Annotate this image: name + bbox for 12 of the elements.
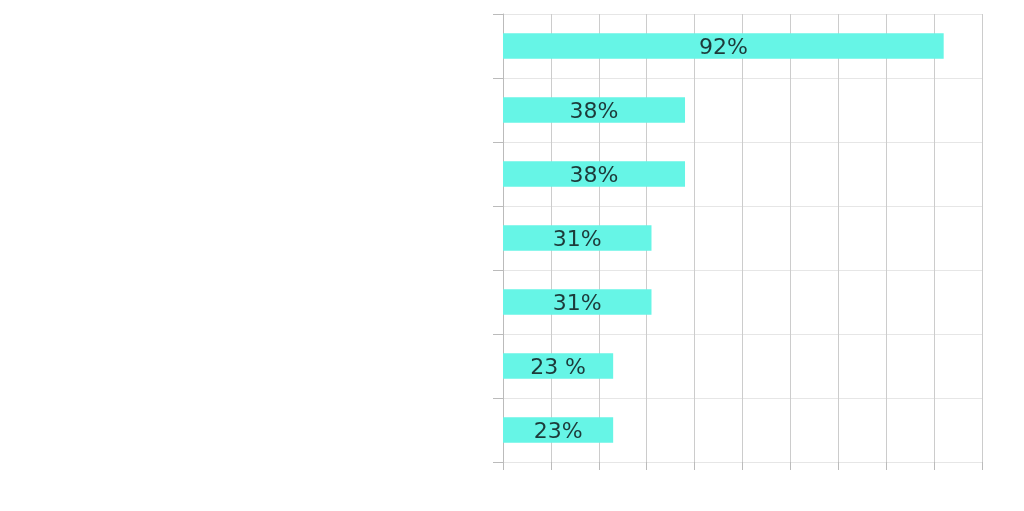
data-label: 31%	[552, 289, 602, 315]
data-label: 23 %	[530, 353, 587, 379]
bar	[503, 33, 944, 59]
bar	[503, 225, 652, 251]
bar	[503, 97, 686, 123]
data-label: 23%	[533, 417, 583, 443]
data-label: 38%	[569, 161, 619, 187]
data-label: 38%	[569, 97, 619, 123]
bar	[503, 161, 686, 187]
bar	[503, 289, 652, 315]
data-label: 92%	[698, 33, 748, 59]
data-label: 31%	[552, 225, 602, 251]
